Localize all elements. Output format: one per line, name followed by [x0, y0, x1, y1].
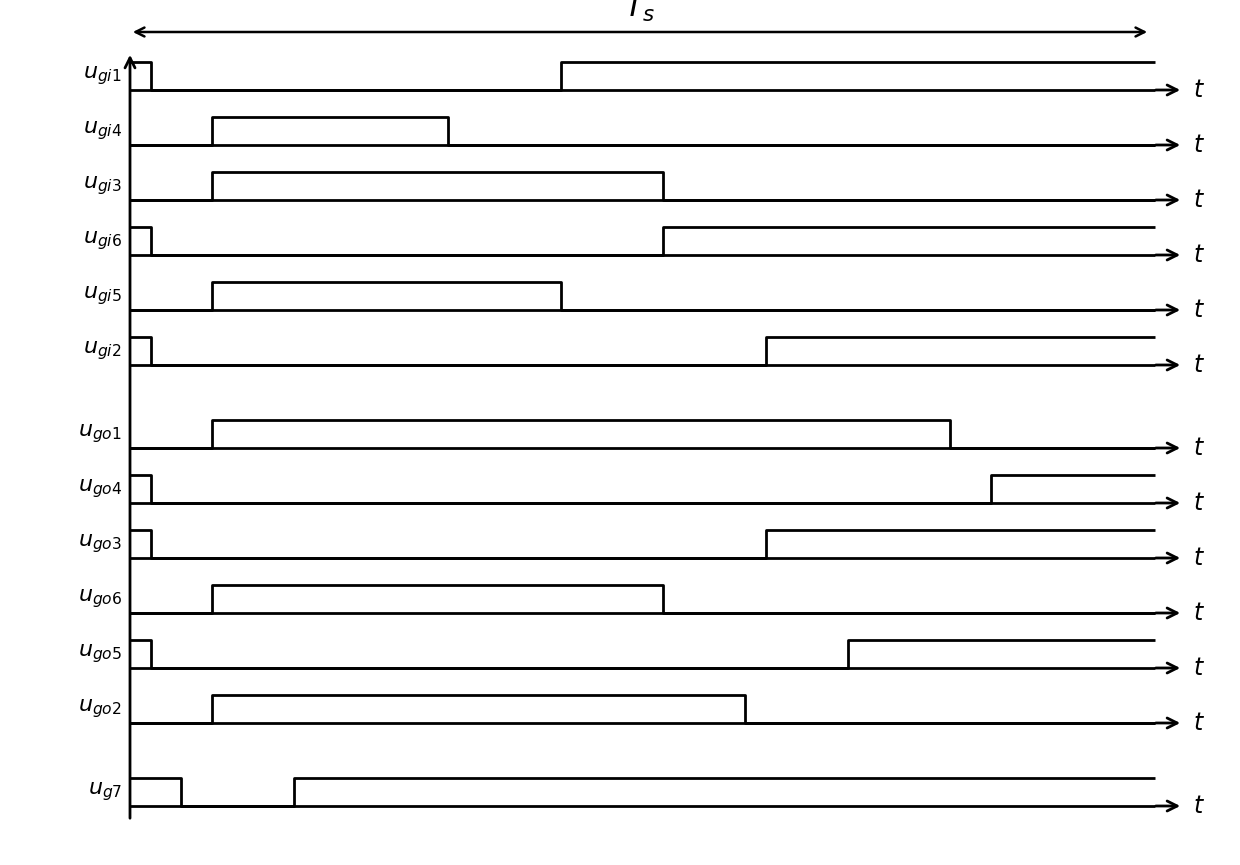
Text: $\mathit{t}$: $\mathit{t}$ — [1193, 353, 1205, 377]
Text: $\boldsymbol{u_{gi6}}$: $\boldsymbol{u_{gi6}}$ — [83, 229, 122, 253]
Text: $\mathit{t}$: $\mathit{t}$ — [1193, 243, 1205, 267]
Text: $\boldsymbol{u_{gi4}}$: $\boldsymbol{u_{gi4}}$ — [83, 119, 122, 143]
Text: $\boldsymbol{u_{go5}}$: $\boldsymbol{u_{go5}}$ — [78, 643, 122, 665]
Text: $\boldsymbol{u_{go3}}$: $\boldsymbol{u_{go3}}$ — [78, 533, 122, 555]
Text: $\boldsymbol{u_{go4}}$: $\boldsymbol{u_{go4}}$ — [78, 477, 122, 500]
Text: $\mathit{t}$: $\mathit{t}$ — [1193, 491, 1205, 515]
Text: $\mathit{t}$: $\mathit{t}$ — [1193, 794, 1205, 818]
Text: $\mathit{t}$: $\mathit{t}$ — [1193, 546, 1205, 570]
Text: $\mathit{t}$: $\mathit{t}$ — [1193, 436, 1205, 460]
Text: $\boldsymbol{u_{go2}}$: $\boldsymbol{u_{go2}}$ — [78, 697, 122, 721]
Text: $\boldsymbol{u_{gi2}}$: $\boldsymbol{u_{gi2}}$ — [83, 340, 122, 362]
Text: $\boldsymbol{u_{gi3}}$: $\boldsymbol{u_{gi3}}$ — [83, 175, 122, 197]
Text: $\boldsymbol{u_{g7}}$: $\boldsymbol{u_{g7}}$ — [88, 780, 122, 804]
Text: $\mathit{t}$: $\mathit{t}$ — [1193, 133, 1205, 157]
Text: $\mathit{T_s}$: $\mathit{T_s}$ — [625, 0, 656, 24]
Text: $\mathit{t}$: $\mathit{t}$ — [1193, 298, 1205, 322]
Text: $\boldsymbol{u_{gi1}}$: $\boldsymbol{u_{gi1}}$ — [83, 65, 122, 87]
Text: $\mathit{t}$: $\mathit{t}$ — [1193, 656, 1205, 680]
Text: $\mathit{t}$: $\mathit{t}$ — [1193, 78, 1205, 102]
Text: $\boldsymbol{u_{go6}}$: $\boldsymbol{u_{go6}}$ — [78, 587, 122, 611]
Text: $\mathit{t}$: $\mathit{t}$ — [1193, 711, 1205, 735]
Text: $\boldsymbol{u_{gi5}}$: $\boldsymbol{u_{gi5}}$ — [83, 285, 122, 307]
Text: $\mathit{t}$: $\mathit{t}$ — [1193, 601, 1205, 625]
Text: $\mathit{t}$: $\mathit{t}$ — [1193, 188, 1205, 212]
Text: $\boldsymbol{u_{go1}}$: $\boldsymbol{u_{go1}}$ — [78, 423, 122, 445]
